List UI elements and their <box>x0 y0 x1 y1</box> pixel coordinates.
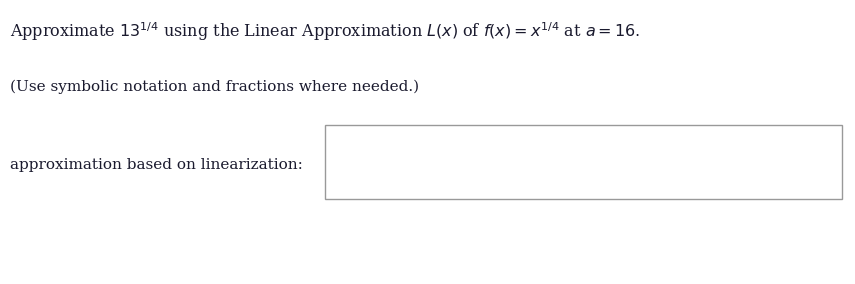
Text: Approximate $13^{1/4}$ using the Linear Approximation $L(x)$ of $f(x) = x^{1/4}$: Approximate $13^{1/4}$ using the Linear … <box>10 20 640 43</box>
Text: approximation based on linearization:: approximation based on linearization: <box>10 158 304 172</box>
Text: (Use symbolic notation and fractions where needed.): (Use symbolic notation and fractions whe… <box>10 80 420 94</box>
FancyBboxPatch shape <box>325 125 842 199</box>
